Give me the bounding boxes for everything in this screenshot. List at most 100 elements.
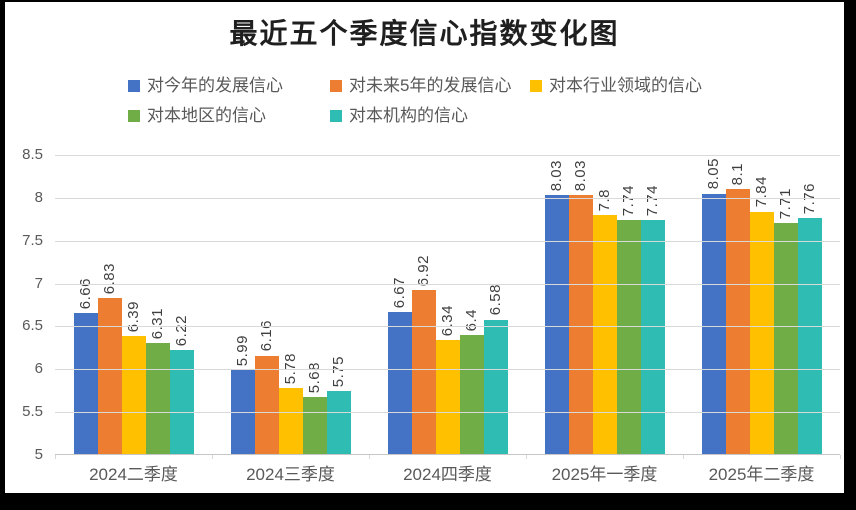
- y-axis-tick-label: 8.5: [22, 146, 43, 163]
- bar: [592, 215, 617, 455]
- bar: [725, 189, 750, 455]
- axis-tick-mark: [840, 455, 841, 459]
- bar-value-label: 5.68: [306, 361, 323, 393]
- bar-group-slot: 5.68: [302, 361, 327, 455]
- x-axis-category-label: 2024三季度: [246, 465, 335, 484]
- bar: [459, 335, 484, 455]
- bar-group-slot: 7.84: [749, 176, 774, 455]
- bar-value-label: 5.75: [330, 355, 347, 387]
- bar-value-label: 6.83: [101, 262, 118, 295]
- bar-value-label: 7.8: [596, 188, 613, 211]
- x-axis-line: [55, 454, 840, 455]
- gridline: [55, 240, 840, 242]
- bar-value-label: 6.22: [173, 315, 190, 347]
- gridline: [55, 155, 840, 156]
- bar: [411, 290, 436, 455]
- y-axis-tick-label: 7.5: [22, 231, 43, 249]
- bar: [302, 396, 327, 455]
- legend-label: 对本地区的信心: [147, 106, 266, 125]
- bar-group-slot: 6.31: [145, 307, 170, 455]
- y-axis-tick-label: 6.5: [22, 317, 43, 335]
- category-band: 6.67 6.92 6.34 6.4 6.58: [369, 155, 526, 455]
- x-axis-category-label: 2024四季度: [403, 465, 492, 484]
- legend: 对今年的发展信心 对未来5年的发展信心 对本行业领域的信心 对本地区的信心 对本…: [128, 76, 702, 126]
- bar-group-slot: 5.75: [326, 355, 351, 455]
- bar: [169, 350, 194, 455]
- legend-label: 对未来5年的发展信心: [349, 76, 512, 95]
- bar-group-slot: 8.03: [544, 160, 569, 455]
- bar-value-label: 6.16: [258, 320, 275, 352]
- bar-group-slot: 5.78: [278, 353, 303, 455]
- bar-value-label: 8.03: [548, 160, 565, 192]
- bar-group-slot: 6.4: [459, 309, 484, 455]
- bar: [387, 311, 412, 455]
- bar: [701, 193, 726, 455]
- bar-value-label: 7.84: [753, 176, 770, 208]
- legend-swatch-icon: [128, 110, 140, 122]
- bar-group-slot: 8.03: [568, 160, 593, 455]
- bar-group-slot: 7.71: [773, 188, 798, 455]
- bar-value-label: 5.99: [234, 334, 251, 367]
- axis-tick-mark: [526, 455, 527, 459]
- bar-value-label: 7.74: [644, 184, 661, 217]
- bar-group-slot: 5.99: [230, 334, 255, 455]
- legend-item-this-year: 对今年的发展信心: [128, 76, 330, 96]
- x-axis-labels: 2024二季度 2024三季度 2024四季度 2025年一季度 2025年二季度: [55, 460, 840, 485]
- gridline: [55, 369, 840, 371]
- legend-label: 对本机构的信心: [349, 106, 468, 125]
- bar-value-label: 8.1: [729, 162, 746, 186]
- bar-value-label: 6.34: [439, 304, 456, 337]
- bar: [568, 195, 593, 455]
- x-axis-category-label: 2025年一季度: [551, 465, 658, 484]
- bar-value-label: 8.05: [705, 158, 722, 190]
- bars-container: 6.66 6.836.396.31 6.22 5.99 6.165.785.68 5.75…: [55, 155, 840, 455]
- bar: [544, 195, 569, 455]
- legend-label: 对今年的发展信心: [147, 76, 283, 95]
- bar-group-slot: 6.67: [387, 277, 412, 455]
- bar-value-label: 6.31: [149, 307, 166, 339]
- bar-group-slot: 7.74: [640, 184, 665, 455]
- legend-swatch-icon: [330, 80, 342, 92]
- bar-value-label: 6.58: [487, 284, 504, 316]
- legend-item-industry: 对本行业领域的信心: [530, 76, 702, 96]
- bar: [278, 388, 303, 455]
- bar-group-slot: 7.76: [797, 183, 822, 455]
- bar-value-label: 7.74: [620, 184, 637, 217]
- bar: [254, 355, 279, 455]
- bar-group-slot: 6.92: [411, 255, 436, 455]
- category-band: 6.66 6.83 6.39 6.31 6.22: [55, 155, 212, 455]
- x-axis-category-label: 2024二季度: [89, 465, 178, 484]
- bar-group-slot: 6.39: [121, 301, 146, 455]
- bar-group-slot: 6.58: [483, 284, 508, 455]
- bar-group-slot: 7.74: [616, 184, 641, 455]
- bar-group-slot: 6.83: [97, 262, 122, 455]
- category-band: 8.03 8.03 7.8 7.74 7.74: [526, 155, 683, 455]
- y-axis-tick-label: 8: [34, 188, 43, 206]
- category-band: 8.05 8.1 7.84 7.717.76: [683, 155, 840, 455]
- legend-item-region: 对本地区的信心: [128, 106, 330, 126]
- bar: [640, 220, 665, 455]
- bar-group-slot: 6.34: [435, 304, 460, 455]
- bar: [749, 211, 774, 455]
- axis-tick-mark: [212, 455, 213, 459]
- chart-title: 最近五个季度信心指数变化图: [229, 19, 620, 50]
- legend-swatch-icon: [128, 80, 140, 92]
- legend-item-next-5-years: 对未来5年的发展信心: [330, 76, 530, 96]
- axis-tick-mark: [369, 455, 370, 459]
- legend-label: 对本行业领域的信心: [549, 76, 702, 95]
- gridline: [55, 197, 840, 199]
- gridline: [55, 283, 840, 285]
- bar-value-label: 6.66: [77, 277, 94, 309]
- bar: [616, 220, 641, 455]
- category-band: 5.99 6.165.785.68 5.75: [212, 155, 369, 455]
- legend-swatch-icon: [330, 110, 342, 122]
- bar: [797, 218, 822, 455]
- axis-tick-mark: [55, 455, 56, 459]
- bar-group-slot: 8.05: [701, 158, 726, 455]
- legend-swatch-icon: [530, 80, 542, 92]
- bar: [73, 312, 98, 455]
- y-axis-tick-label: 6: [34, 360, 43, 378]
- legend-item-institution: 对本机构的信心: [330, 106, 530, 126]
- axis-tick-mark: [683, 455, 684, 459]
- bar-group-slot: 8.1: [725, 162, 750, 455]
